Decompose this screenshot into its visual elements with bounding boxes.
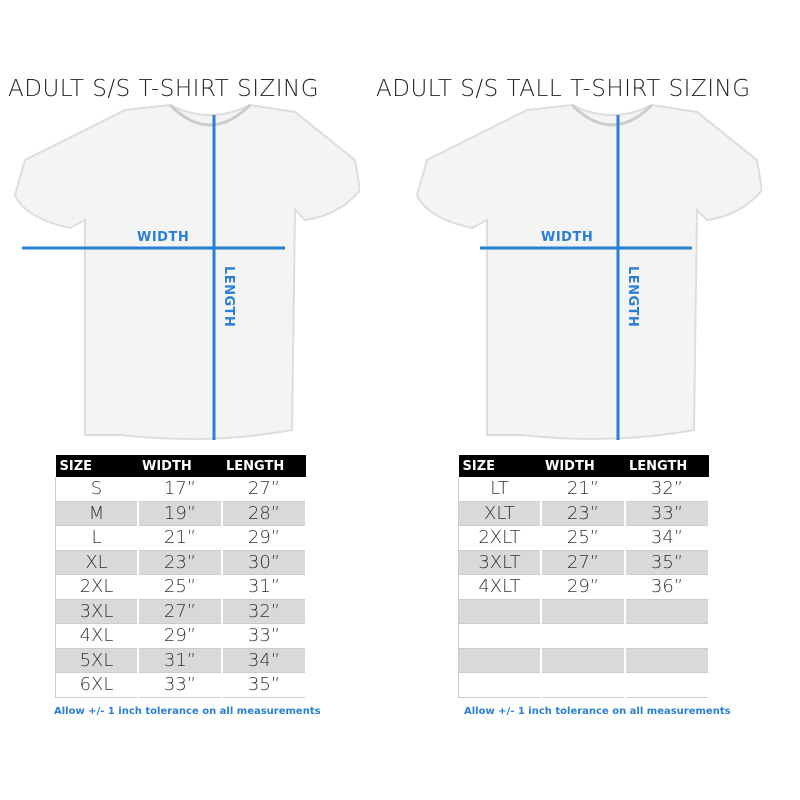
header-width: WIDTH <box>541 455 625 477</box>
size-table: SIZE WIDTH LENGTH S 17” 27” M 19” 28” L 21” 29” X… <box>55 455 307 698</box>
size-cell: 4XLT <box>458 574 542 600</box>
width-cell: 25” <box>137 574 223 600</box>
length-cell: 32” <box>221 599 307 624</box>
size-cell <box>458 672 542 698</box>
width-cell: 21” <box>137 525 223 551</box>
table-row: 3XL 27” 32” <box>55 599 307 624</box>
table-row: 4XLT 29” 36” <box>458 574 710 600</box>
table-row <box>458 599 710 624</box>
size-cell: S <box>55 477 139 502</box>
width-label: WIDTH <box>137 230 190 245</box>
tall-tshirt-image <box>415 103 762 440</box>
width-cell: 33” <box>137 672 223 698</box>
size-cell <box>458 623 542 649</box>
width-cell: 29” <box>137 623 223 649</box>
tall-size-table: SIZE WIDTH LENGTH LT 21” 32” XLT 23” 33” 2XLT 2… <box>458 455 710 698</box>
width-cell: 25” <box>540 525 626 551</box>
table-row <box>458 672 710 698</box>
size-cell: L <box>55 525 139 551</box>
header-size: SIZE <box>55 455 138 477</box>
length-cell: 28” <box>221 501 307 526</box>
table-row: 4XL 29” 33” <box>55 623 307 649</box>
length-label: LENGTH <box>221 266 236 328</box>
table-row: LT 21” 32” <box>458 477 710 502</box>
width-cell <box>540 623 626 649</box>
width-cell <box>540 672 626 698</box>
width-cell: 21” <box>540 477 626 502</box>
length-cell <box>624 599 710 624</box>
table-row: S 17” 27” <box>55 477 307 502</box>
header-width: WIDTH <box>138 455 222 477</box>
length-cell: 27” <box>221 477 307 502</box>
size-cell <box>458 648 542 673</box>
length-cell: 29” <box>221 525 307 551</box>
size-cell <box>458 599 542 624</box>
length-cell <box>624 623 710 649</box>
width-cell: 31” <box>137 648 223 673</box>
tshirt-image <box>13 103 360 440</box>
length-label: LENGTH <box>625 266 640 328</box>
width-cell: 27” <box>137 599 223 624</box>
header-length: LENGTH <box>625 455 709 477</box>
width-cell <box>540 648 626 673</box>
length-cell: 31” <box>221 574 307 600</box>
tolerance-note: Allow +/- 1 inch tolerance on all measur… <box>54 706 321 717</box>
length-cell: 35” <box>624 550 710 575</box>
right-title: ADULT S/S TALL T-SHIRT SIZING <box>376 76 751 102</box>
length-cell <box>624 672 710 698</box>
header-size: SIZE <box>458 455 541 477</box>
length-cell: 32” <box>624 477 710 502</box>
size-cell: 3XL <box>55 599 139 624</box>
table-row: 3XLT 27” 35” <box>458 550 710 575</box>
width-cell: 19” <box>137 501 223 526</box>
width-cell: 23” <box>540 501 626 526</box>
width-cell: 23” <box>137 550 223 575</box>
length-cell: 33” <box>221 623 307 649</box>
size-cell: 2XL <box>55 574 139 600</box>
width-cell: 29” <box>540 574 626 600</box>
size-cell: XLT <box>458 501 542 526</box>
left-title: ADULT S/S T-SHIRT SIZING <box>8 76 320 102</box>
size-cell: 5XL <box>55 648 139 673</box>
size-cell: 6XL <box>55 672 139 698</box>
table-row: XLT 23” 33” <box>458 501 710 526</box>
length-cell: 36” <box>624 574 710 600</box>
width-label: WIDTH <box>541 230 594 245</box>
length-cell: 35” <box>221 672 307 698</box>
length-cell: 34” <box>221 648 307 673</box>
table-row: M 19” 28” <box>55 501 307 526</box>
table-row: XL 23” 30” <box>55 550 307 575</box>
size-cell: 2XLT <box>458 525 542 551</box>
size-cell: LT <box>458 477 542 502</box>
tolerance-note: Allow +/- 1 inch tolerance on all measur… <box>464 706 731 717</box>
table-row: L 21” 29” <box>55 525 307 551</box>
length-cell <box>624 648 710 673</box>
table-row: 6XL 33” 35” <box>55 672 307 698</box>
length-cell: 33” <box>624 501 710 526</box>
table-row <box>458 648 710 673</box>
size-cell: M <box>55 501 139 526</box>
width-cell <box>540 599 626 624</box>
size-cell: 4XL <box>55 623 139 649</box>
width-cell: 17” <box>137 477 223 502</box>
size-cell: 3XLT <box>458 550 542 575</box>
table-row: 2XL 25” 31” <box>55 574 307 600</box>
length-cell: 30” <box>221 550 307 575</box>
size-cell: XL <box>55 550 139 575</box>
table-row: 2XLT 25” 34” <box>458 525 710 551</box>
length-cell: 34” <box>624 525 710 551</box>
header-length: LENGTH <box>222 455 306 477</box>
table-row <box>458 623 710 649</box>
width-cell: 27” <box>540 550 626 575</box>
table-row: 5XL 31” 34” <box>55 648 307 673</box>
